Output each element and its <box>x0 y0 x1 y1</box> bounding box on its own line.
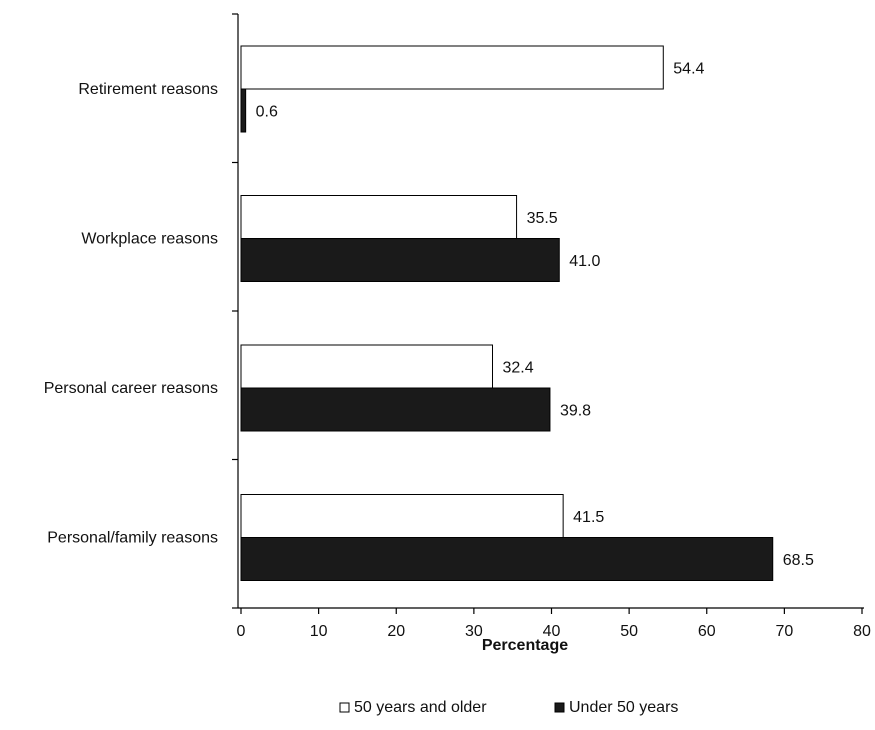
legend-swatch <box>554 702 565 713</box>
category-label: Workplace reasons <box>81 231 218 248</box>
legend-swatch <box>339 702 350 713</box>
x-tick-label: 10 <box>310 623 328 640</box>
data-label: 54.4 <box>673 61 704 78</box>
x-tick-label: 40 <box>543 623 561 640</box>
legend: 50 years and older Under 50 years <box>339 699 678 716</box>
x-tick-label: 0 <box>237 623 246 640</box>
bar-older <box>240 344 494 389</box>
data-label: 68.5 <box>783 552 814 569</box>
bar-older <box>240 494 564 538</box>
x-tick-label: 20 <box>387 623 405 640</box>
bar-younger <box>240 387 551 432</box>
x-tick-label: 80 <box>853 623 871 640</box>
category-label: Retirement reasons <box>78 81 218 98</box>
bar-younger <box>240 238 560 282</box>
category-label: Personal career reasons <box>44 380 218 397</box>
x-tick-label: 70 <box>775 623 793 640</box>
data-label: 32.4 <box>503 360 534 377</box>
bar-older <box>240 45 664 90</box>
category-label: Personal/family reasons <box>47 530 218 547</box>
data-label: 39.8 <box>560 403 591 420</box>
x-axis-title: Percentage <box>482 637 568 654</box>
x-tick-label: 50 <box>620 623 638 640</box>
data-label: 41.5 <box>573 509 604 526</box>
legend-label: Under 50 years <box>569 699 678 716</box>
data-label: 0.6 <box>256 104 278 121</box>
data-label: 41.0 <box>569 253 600 270</box>
data-label: 35.5 <box>527 210 558 227</box>
legend-label: 50 years and older <box>354 699 487 716</box>
bar-younger <box>240 537 774 581</box>
x-tick-label: 60 <box>698 623 716 640</box>
plot-area: 0 10 20 30 40 50 60 70 80 Retirement reasons 54.4 0… <box>44 13 871 640</box>
bar-older <box>240 195 518 239</box>
bar-younger <box>240 88 247 133</box>
x-tick-label: 30 <box>465 623 483 640</box>
